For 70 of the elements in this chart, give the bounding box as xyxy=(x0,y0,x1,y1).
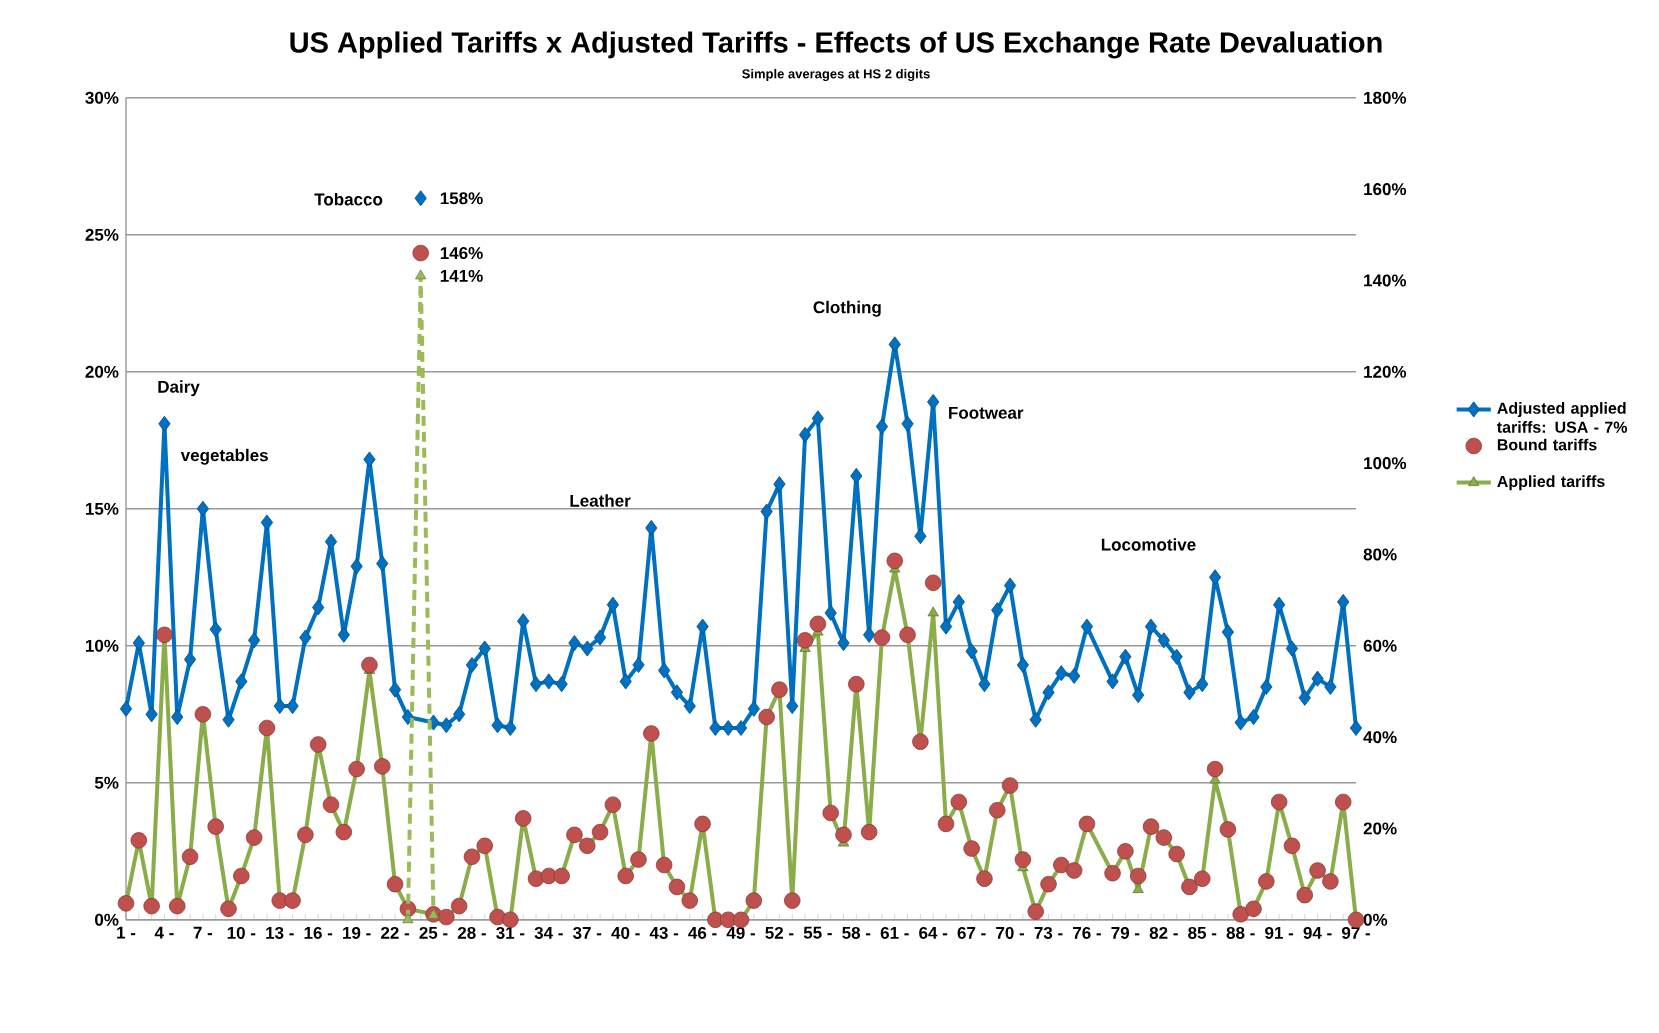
y-tick-label: 20% xyxy=(85,365,119,378)
x-tick-label: 1 - xyxy=(117,926,136,939)
annotation: Locomotive xyxy=(1101,538,1196,551)
annotation: Clothing xyxy=(813,300,881,317)
y2-tick-label: 60% xyxy=(1363,639,1397,652)
data-label: 141% xyxy=(440,269,483,282)
x-tick-label: 73 - xyxy=(1034,926,1063,939)
y2-tick-label: 100% xyxy=(1364,457,1407,470)
point xyxy=(927,606,939,617)
point xyxy=(415,269,427,280)
annotation: vegetables xyxy=(180,448,268,465)
y2-tick-label: 140% xyxy=(1364,274,1407,287)
x-tick-label: 43 - xyxy=(649,926,679,939)
x-tick-label: 70 - xyxy=(996,926,1025,939)
x-tick-label: 19 - xyxy=(343,926,371,939)
x-tick-label: 97 - xyxy=(1341,926,1370,939)
y2-tick-label: 0% xyxy=(1363,913,1388,926)
x-tick-label: 13 - xyxy=(266,926,294,939)
legend-label: Adjusted applied tariffs: USA - 7% xyxy=(1497,402,1628,433)
x-tick-label: 91 - xyxy=(1265,926,1294,939)
x-tick-label: 85 - xyxy=(1188,926,1217,939)
x-tick-label: 58 - xyxy=(842,926,871,939)
x-tick-label: 37 - xyxy=(572,926,602,939)
x-tick-label: 16 - xyxy=(304,926,333,939)
x-tick-label: 7 - xyxy=(193,926,213,939)
x-tick-label: 10 - xyxy=(227,926,256,939)
annotation: Dairy xyxy=(158,380,200,397)
point xyxy=(414,190,427,207)
x-tick-label: 76 - xyxy=(1073,926,1101,939)
x-tick-label: 49 - xyxy=(726,926,755,939)
y-tick-label: 0% xyxy=(95,913,119,926)
x-tick-label: 94 - xyxy=(1303,926,1332,939)
x-tick-label: 82 - xyxy=(1149,926,1178,939)
x-tick-label: 64 - xyxy=(919,926,948,939)
y2-tick-label: 20% xyxy=(1363,822,1397,835)
y-tick-label: 30% xyxy=(85,91,119,104)
point xyxy=(1132,883,1144,894)
chart-subtitle: Simple averages at HS 2 digits xyxy=(742,68,930,82)
x-tick-label: 52 - xyxy=(765,926,794,939)
x-tick-label: 31 - xyxy=(496,926,525,939)
x-tick-label: 25 - xyxy=(419,926,448,939)
x-tick-label: 88 - xyxy=(1226,926,1255,939)
data-label: 146% xyxy=(440,247,483,260)
annotation: Tobacco xyxy=(314,192,383,206)
y-tick-label: 10% xyxy=(85,639,119,652)
x-tick-label: 46 - xyxy=(688,926,717,939)
annotation: Leather xyxy=(570,494,631,507)
y-tick-label: 25% xyxy=(85,228,119,241)
x-tick-label: 22 - xyxy=(381,926,410,939)
x-tick-label: 79 - xyxy=(1111,926,1140,939)
y-tick-label: 5% xyxy=(94,776,119,789)
x-tick-label: 40 - xyxy=(611,926,640,939)
y2-tick-label: 80% xyxy=(1363,548,1397,561)
x-tick-label: 55 - xyxy=(803,926,832,939)
annotation: Footwear xyxy=(949,406,1024,419)
y2-tick-label: 180% xyxy=(1364,91,1407,104)
x-tick-label: 4 - xyxy=(154,926,174,939)
legend-label: Applied tariffs xyxy=(1497,475,1605,491)
x-tick-label: 61 - xyxy=(880,926,909,939)
x-tick-label: 34 - xyxy=(534,926,563,939)
y2-tick-label: 40% xyxy=(1363,731,1397,744)
y-tick-label: 15% xyxy=(85,502,119,515)
x-tick-label: 67 - xyxy=(957,926,986,939)
x-tick-label: 28 - xyxy=(457,926,486,939)
chart-title: US Applied Tariffs x Adjusted Tariffs - Effects of US Exchange Rate Devaluation xyxy=(290,31,1382,59)
data-label: 158% xyxy=(440,192,483,205)
point xyxy=(412,244,429,262)
y2-tick-label: 160% xyxy=(1364,183,1407,196)
legend-label: Bound tariffs xyxy=(1497,438,1597,451)
y2-tick-label: 120% xyxy=(1364,365,1407,378)
